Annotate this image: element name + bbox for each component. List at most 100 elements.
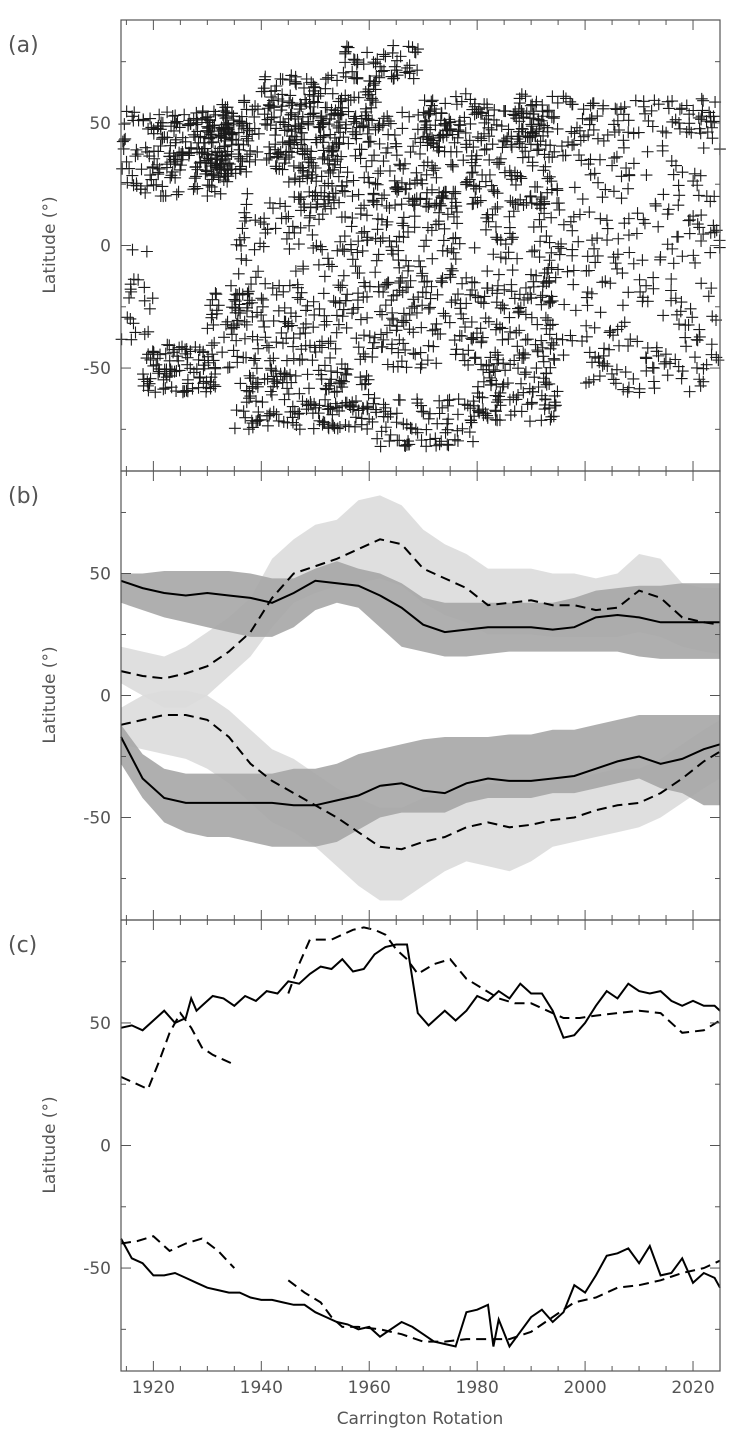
scatter-point <box>373 71 386 84</box>
scatter-point <box>441 417 454 430</box>
scatter-point <box>161 338 174 351</box>
scatter-point <box>373 137 386 150</box>
scatter-point <box>332 318 345 331</box>
scatter-point <box>683 227 696 240</box>
scatter-point <box>658 357 671 370</box>
scatter-point <box>275 326 288 339</box>
scatter-point <box>294 327 307 340</box>
panel-b-ytick-label: -50 <box>83 809 111 829</box>
scatter-point <box>164 363 177 376</box>
scatter-point <box>679 319 692 332</box>
scatter-point <box>286 97 299 110</box>
scatter-point <box>194 156 207 169</box>
scatter-point <box>350 117 363 130</box>
scatter-point <box>257 315 270 328</box>
scatter-point <box>366 114 379 127</box>
scatter-point <box>639 351 652 364</box>
scatter-point <box>391 185 404 198</box>
scatter-point <box>317 287 330 300</box>
scatter-point <box>431 288 444 301</box>
scatter-point <box>380 146 393 159</box>
scatter-point <box>692 189 705 202</box>
scatter-point <box>441 423 454 436</box>
scatter-point <box>390 324 403 337</box>
scatter-point <box>152 367 165 380</box>
scatter-point <box>466 333 479 346</box>
scatter-point <box>405 422 418 435</box>
scatter-point <box>346 190 359 203</box>
scatter-point <box>354 353 367 366</box>
scatter-point <box>449 185 462 198</box>
scatter-point <box>481 98 494 111</box>
scatter-point <box>433 129 446 142</box>
scatter-point <box>376 119 389 132</box>
scatter-point <box>317 130 330 143</box>
scatter-point <box>248 110 261 123</box>
scatter-point <box>262 341 275 354</box>
scatter-point <box>187 183 200 196</box>
scatter-point <box>219 170 232 183</box>
scatter-point <box>426 252 439 265</box>
scatter-point <box>611 262 624 275</box>
scatter-point <box>441 208 454 221</box>
scatter-point <box>498 302 511 315</box>
scatter-point <box>282 175 295 188</box>
scatter-point <box>289 70 302 83</box>
scatter-point <box>437 234 450 247</box>
scatter-point <box>567 138 580 151</box>
scatter-point <box>374 60 387 73</box>
scatter-point <box>548 396 561 409</box>
scatter-point <box>532 113 545 126</box>
scatter-point <box>526 385 539 398</box>
scatter-point <box>474 194 487 207</box>
scatter-point <box>258 218 271 231</box>
panel-c-xtick-label: 1980 <box>456 1378 499 1398</box>
scatter-point <box>363 135 376 148</box>
scatter-point <box>503 164 516 177</box>
scatter-point <box>146 292 159 305</box>
scatter-point <box>367 336 380 349</box>
scatter-point <box>424 301 437 314</box>
scatter-point <box>489 220 502 233</box>
scatter-point <box>459 321 472 334</box>
scatter-point <box>388 174 401 187</box>
scatter-point <box>580 291 593 304</box>
scatter-point <box>383 435 396 448</box>
scatter-point <box>315 111 328 124</box>
scatter-point <box>582 264 595 277</box>
scatter-point <box>326 260 339 273</box>
scatter-point <box>265 364 278 377</box>
scatter-point <box>207 378 220 391</box>
scatter-point <box>610 150 623 163</box>
scatter-point <box>630 227 643 240</box>
scatter-point <box>221 101 234 114</box>
scatter-point <box>464 414 477 427</box>
scatter-point <box>547 410 560 423</box>
scatter-point <box>277 116 290 129</box>
scatter-point <box>527 275 540 288</box>
scatter-point <box>387 313 400 326</box>
scatter-point <box>339 362 352 375</box>
scatter-point <box>487 363 500 376</box>
scatter-point <box>592 176 605 189</box>
scatter-point <box>531 345 544 358</box>
scatter-point <box>336 310 349 323</box>
scatter-point <box>393 434 406 447</box>
scatter-point <box>645 104 658 117</box>
scatter-point <box>541 125 554 138</box>
scatter-point <box>412 108 425 121</box>
scatter-point <box>348 420 361 433</box>
scatter-point <box>346 396 359 409</box>
scatter-point <box>467 141 480 154</box>
scatter-point <box>248 354 261 367</box>
scatter-point <box>116 135 129 148</box>
scatter-point <box>491 200 504 213</box>
scatter-point <box>284 405 297 418</box>
scatter-point <box>608 152 621 165</box>
scatter-point <box>519 90 532 103</box>
scatter-point <box>689 256 702 269</box>
scatter-point <box>310 136 323 149</box>
scatter-point <box>227 321 240 334</box>
scatter-point <box>168 343 181 356</box>
scatter-point <box>676 250 689 263</box>
